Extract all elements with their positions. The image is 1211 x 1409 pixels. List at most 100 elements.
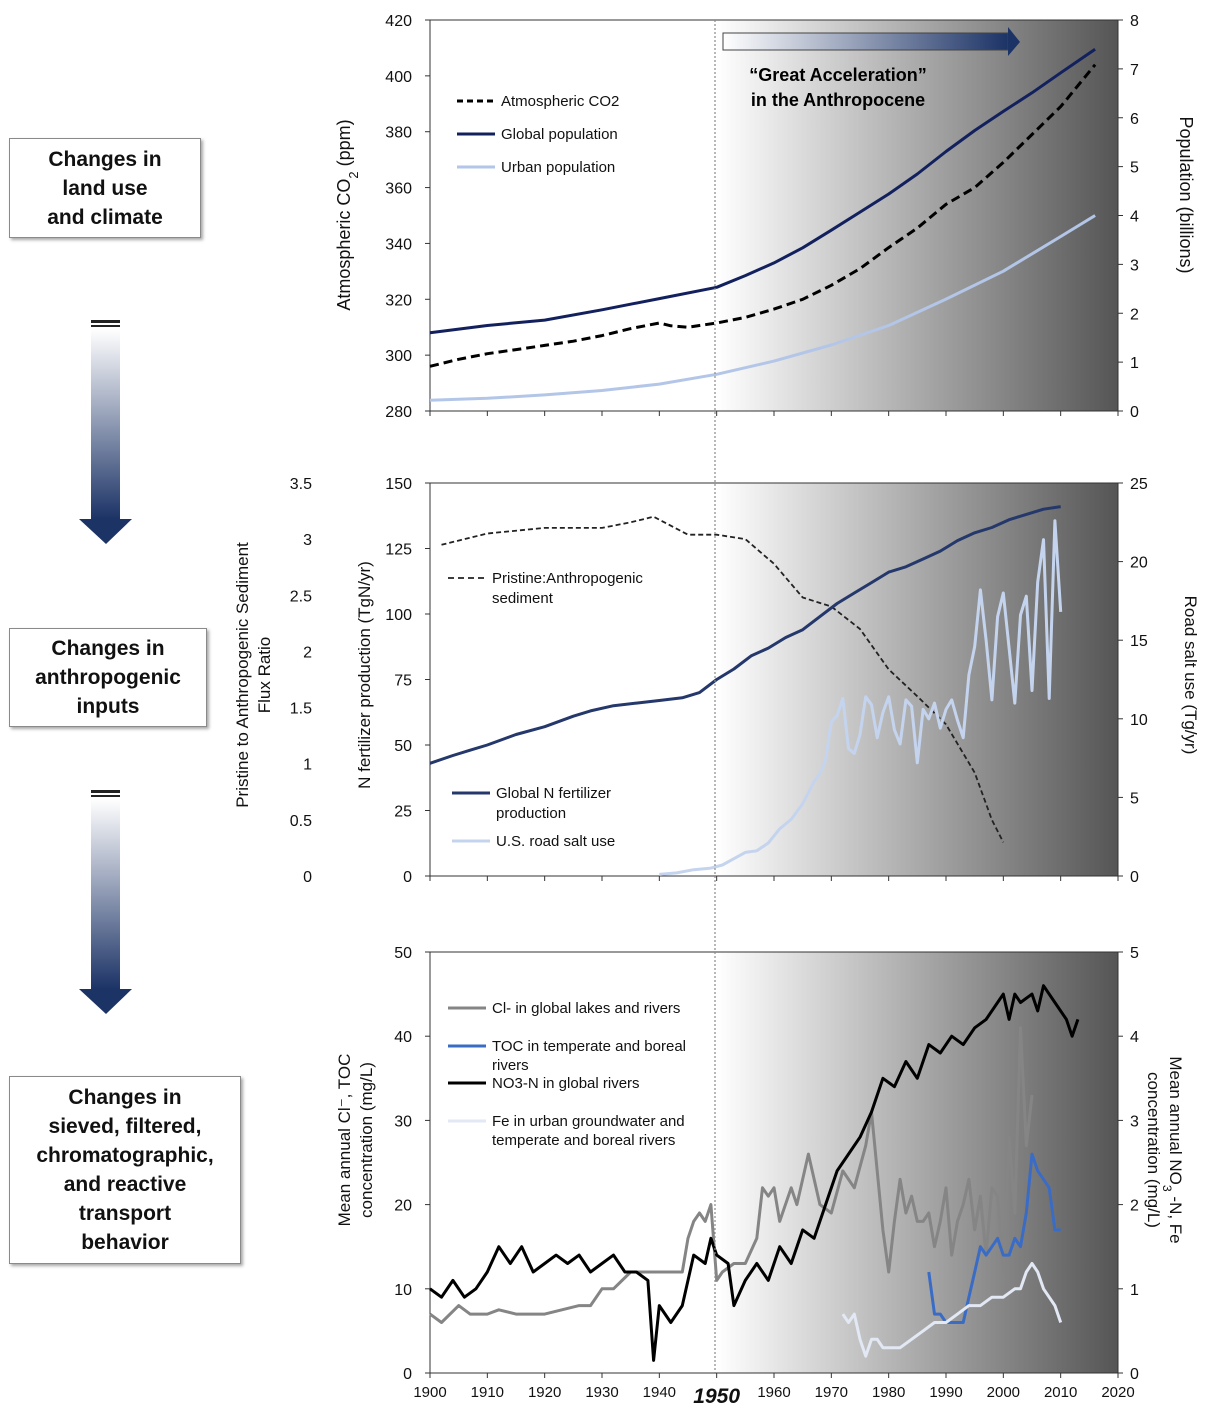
y-left-tick-label: 360 (385, 181, 412, 198)
y-right-axis-label: Population (billions) (1176, 116, 1196, 273)
x-tick-label-highlight: 1950 (693, 1385, 740, 1408)
y-left-tick-label: 50 (394, 945, 412, 962)
x-tick-label: 2000 (987, 1384, 1020, 1401)
down-arrow-icon (79, 790, 132, 1014)
y-right-tick-label: 4 (1130, 1029, 1139, 1046)
y-far-left-axis-label: Flux Ratio (255, 637, 274, 714)
legend-co2-label: Atmospheric CO2 (501, 93, 619, 110)
box-transport-behavior: Changes in sieved, filtered, chromatogra… (9, 1076, 241, 1264)
legend-cl-label: Cl- in global lakes and rivers (492, 1000, 680, 1017)
acceleration-shading (716, 483, 1118, 876)
y-right-tick-label: 2 (1130, 1198, 1139, 1215)
y-left-tick-label: 125 (385, 542, 412, 559)
legend-n-fertilizer-label: Global N fertilizer (496, 785, 611, 802)
y-far-left-tick-label: 2.5 (290, 588, 312, 605)
y-left-tick-label: 40 (394, 1029, 412, 1046)
legend-sediment-label: Pristine:Anthropogenic (492, 570, 643, 587)
legend-global-pop-label: Global population (501, 126, 618, 143)
y-left-axis-label-part: (ppm) (334, 119, 354, 171)
y-right-tick-label: 4 (1130, 209, 1139, 226)
legend-fe-label: Fe in urban groundwater and (492, 1113, 685, 1130)
y-right-tick-label: 1 (1130, 355, 1139, 372)
y-right-tick-label: 10 (1130, 712, 1148, 729)
legend-n-fertilizer-label: production (496, 805, 566, 822)
x-tick-label: 1920 (528, 1384, 561, 1401)
x-tick-label: 1970 (815, 1384, 848, 1401)
y-far-left-axis-label-part: Pristine to Anthropogenic Sediment (233, 542, 252, 808)
y-left-tick-label: 380 (385, 125, 412, 142)
y-left-tick-label: 420 (385, 13, 412, 30)
y-left-tick-label: 300 (385, 348, 412, 365)
y-right-axis-label: Mean annual NO3 -N, Fe (1160, 1056, 1185, 1243)
arrow-right-icon (1008, 27, 1020, 56)
y-left-axis-label-part: Mean annual Cl⁻, TOC (335, 1054, 354, 1227)
y-right-axis-label-part: Road salt use (Tg/yr) (1181, 596, 1200, 755)
y-far-left-tick-label: 0 (303, 869, 312, 886)
y-right-tick-label: 20 (1130, 555, 1148, 572)
y-left-tick-label: 280 (385, 404, 412, 421)
series-line-2 (659, 519, 1063, 876)
series-line-1 (927, 1152, 1061, 1324)
legend-urban-pop-label: Urban population (501, 159, 615, 176)
x-tick-label: 1960 (757, 1384, 790, 1401)
y-right-tick-label: 0 (1130, 1366, 1139, 1383)
acceleration-shading (716, 952, 1118, 1373)
series-line-1 (429, 505, 1061, 765)
y-right-tick-label: 5 (1130, 945, 1139, 962)
y-left-tick-label: 0 (403, 869, 412, 886)
box-anthropogenic-inputs-label: Changes in anthropogenic inputs (35, 637, 181, 718)
y-far-left-axis-label-part: Flux Ratio (255, 637, 274, 714)
y-far-left-tick-label: 2 (303, 644, 312, 661)
y-right-axis-label-part: Population (billions) (1176, 116, 1196, 273)
y-right-axis-label-part: Mean annual NO (1166, 1056, 1185, 1185)
y-right-axis-label: concentration (mg/L) (1144, 1072, 1163, 1228)
y-left-axis-label: concentration (mg/L) (357, 1062, 376, 1218)
y-left-tick-label: 400 (385, 69, 412, 86)
y-right-axis-label-part: 3 (1160, 1185, 1174, 1192)
series-line-1 (429, 48, 1096, 335)
y-left-axis-label: Mean annual Cl⁻, TOC (335, 1054, 354, 1227)
y-right-tick-label: 6 (1130, 111, 1139, 128)
x-tick-label: 2020 (1101, 1384, 1134, 1401)
legend-toc-label: rivers (492, 1057, 529, 1074)
series-line-0 (429, 1026, 1034, 1324)
y-right-tick-label: 15 (1130, 633, 1148, 650)
y-far-left-axis-label: Pristine to Anthropogenic Sediment (233, 542, 252, 808)
box-transport-behavior-label: Changes in sieved, filtered, chromatogra… (36, 1086, 214, 1254)
y-right-axis-label: Road salt use (Tg/yr) (1181, 596, 1200, 755)
y-left-axis-label: Atmospheric CO2 (ppm) (334, 119, 361, 310)
series-line-2 (429, 214, 1096, 402)
y-left-axis-label-part: 2 (346, 171, 361, 178)
legend-toc-label: TOC in temperate and boreal (492, 1038, 686, 1055)
x-tick-label: 1990 (929, 1384, 962, 1401)
y-left-tick-label: 150 (385, 476, 412, 493)
y-left-tick-label: 340 (385, 236, 412, 253)
y-left-tick-label: 30 (394, 1113, 412, 1130)
banner-line-1: “Great Acceleration” (749, 65, 926, 85)
series-line-2 (429, 984, 1080, 1362)
y-left-tick-label: 320 (385, 292, 412, 309)
series-line-0 (429, 63, 1097, 368)
box-land-use-climate: Changes in land use and climate (9, 138, 201, 238)
series-line-0 (441, 515, 1005, 843)
x-tick-label: 1910 (471, 1384, 504, 1401)
y-far-left-tick-label: 0.5 (290, 813, 312, 830)
y-far-left-tick-label: 1 (303, 757, 312, 774)
x-tick-label: 1900 (413, 1384, 446, 1401)
banner-line-2: in the Anthropocene (751, 90, 925, 110)
y-left-tick-label: 20 (394, 1198, 412, 1215)
y-left-axis-label: N fertilizer production (TgN/yr) (355, 561, 374, 789)
y-right-tick-label: 3 (1130, 257, 1139, 274)
box-anthropogenic-inputs: Changes in anthropogenic inputs (9, 628, 207, 727)
y-right-tick-label: 7 (1130, 62, 1139, 79)
y-far-left-tick-label: 1.5 (290, 701, 312, 718)
y-right-axis-label-part: concentration (mg/L) (1144, 1072, 1163, 1228)
y-left-tick-label: 0 (403, 1366, 412, 1383)
y-right-tick-label: 3 (1130, 1113, 1139, 1130)
y-right-tick-label: 8 (1130, 13, 1139, 30)
y-right-tick-label: 1 (1130, 1282, 1139, 1299)
x-tick-label: 1930 (585, 1384, 618, 1401)
y-right-tick-label: 0 (1130, 869, 1139, 886)
